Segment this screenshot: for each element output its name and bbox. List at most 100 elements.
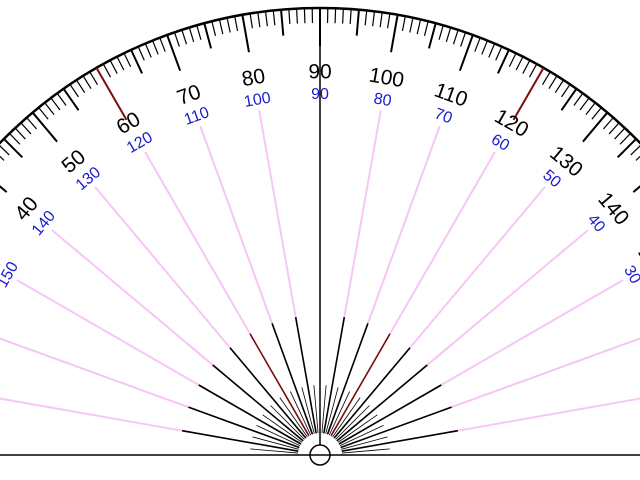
tick xyxy=(573,93,584,106)
tick xyxy=(76,79,86,94)
tick xyxy=(460,32,467,47)
tick xyxy=(474,37,481,52)
guide-line xyxy=(0,397,193,434)
tick xyxy=(3,138,24,159)
tick xyxy=(89,71,99,86)
outer-label: 80 xyxy=(240,65,267,92)
tick xyxy=(515,56,524,71)
tick xyxy=(423,21,429,36)
inner-tick xyxy=(328,391,350,436)
tick xyxy=(241,14,250,53)
tick xyxy=(14,127,26,140)
guide-lines xyxy=(0,110,640,434)
tick xyxy=(102,63,112,78)
tick xyxy=(249,13,254,29)
guide-line xyxy=(402,186,546,357)
tick xyxy=(635,155,640,161)
inner-label: 100 xyxy=(243,89,272,110)
tick xyxy=(0,145,10,156)
tick xyxy=(619,133,631,145)
tick xyxy=(116,56,125,71)
tick xyxy=(226,17,231,33)
tick xyxy=(38,107,49,120)
inner-tick xyxy=(335,405,370,440)
tick xyxy=(608,122,620,135)
tick xyxy=(173,32,180,47)
scale-ticks xyxy=(0,6,640,454)
tick xyxy=(181,29,188,45)
tick xyxy=(548,75,558,89)
tick xyxy=(560,88,578,111)
tick xyxy=(416,19,422,35)
guide-line xyxy=(432,279,624,391)
tick xyxy=(616,138,637,159)
guide-line xyxy=(258,110,299,328)
center-circle xyxy=(309,444,331,466)
tick xyxy=(123,52,132,67)
inner-label: 60 xyxy=(488,131,512,155)
inner-tick xyxy=(249,333,310,437)
tick xyxy=(488,43,496,58)
inner-tick xyxy=(181,429,299,452)
tick xyxy=(272,10,276,26)
inner-tick xyxy=(321,385,327,434)
guide-line xyxy=(447,397,640,434)
tick xyxy=(130,49,143,74)
tick xyxy=(9,133,21,145)
inner-tick xyxy=(323,316,346,434)
tick xyxy=(355,9,360,36)
tick xyxy=(257,12,261,28)
tick xyxy=(582,111,609,143)
tick xyxy=(0,185,8,193)
tick xyxy=(62,88,80,111)
tick xyxy=(541,71,551,86)
inner-label: 30 xyxy=(620,263,640,287)
tick xyxy=(401,16,406,32)
tick xyxy=(280,9,285,36)
inner-tick xyxy=(339,425,384,447)
tick xyxy=(458,34,474,72)
tick xyxy=(26,117,38,130)
tick xyxy=(166,34,182,72)
tick xyxy=(196,25,202,40)
inner-tick xyxy=(336,364,428,442)
tick xyxy=(364,10,368,26)
tick xyxy=(508,52,517,67)
inner-tick xyxy=(262,414,303,443)
tick xyxy=(211,21,217,36)
guide-line xyxy=(144,151,256,343)
tick xyxy=(630,145,640,156)
inner-label: 150 xyxy=(0,259,22,291)
inner-tick xyxy=(326,323,369,435)
tick xyxy=(159,37,166,52)
outer-label: 100 xyxy=(367,63,406,92)
guide-line xyxy=(384,151,496,343)
tick xyxy=(218,19,224,35)
tick xyxy=(20,122,32,135)
guide-line xyxy=(418,229,589,373)
tick xyxy=(349,9,352,25)
tick xyxy=(495,46,503,61)
inner-label: 70 xyxy=(432,105,455,127)
inner-tick xyxy=(256,425,301,447)
tick xyxy=(0,155,5,161)
tick xyxy=(264,11,268,27)
tick xyxy=(95,67,128,121)
tick xyxy=(409,17,414,33)
tick xyxy=(342,8,344,24)
tick xyxy=(44,102,55,115)
inner-tick xyxy=(188,406,300,449)
inner-tick xyxy=(229,347,307,439)
tick xyxy=(188,27,195,43)
inner-tick xyxy=(279,397,308,438)
tick xyxy=(56,93,67,106)
tick xyxy=(497,49,510,74)
inner-tick xyxy=(313,385,319,434)
inner-label: 80 xyxy=(372,90,393,110)
tick xyxy=(137,46,145,61)
inner-tick xyxy=(271,323,314,435)
tick xyxy=(386,13,391,29)
tick xyxy=(579,97,590,111)
guide-line xyxy=(341,110,382,328)
inner-tick xyxy=(341,448,390,454)
